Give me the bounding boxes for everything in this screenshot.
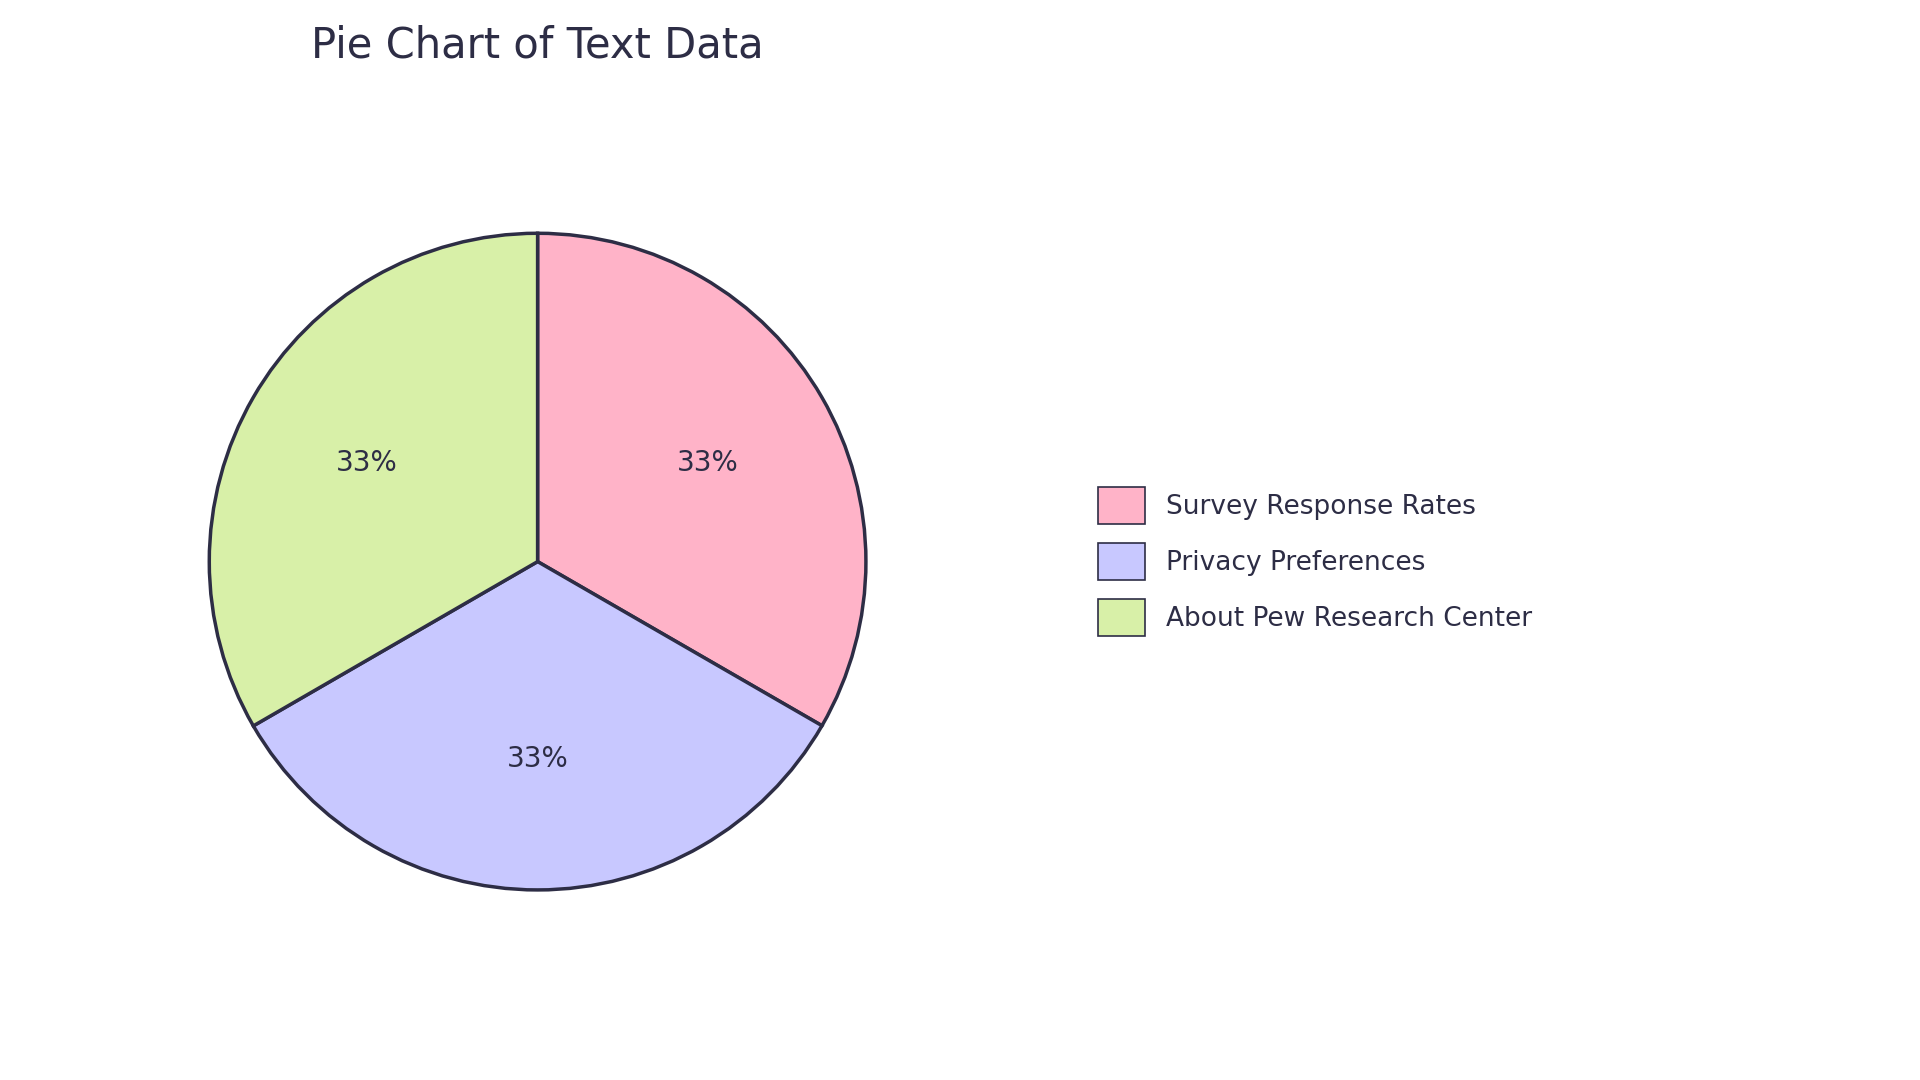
Wedge shape	[209, 233, 538, 726]
Wedge shape	[253, 562, 822, 890]
Title: Pie Chart of Text Data: Pie Chart of Text Data	[311, 25, 764, 67]
Text: 33%: 33%	[507, 744, 568, 772]
Text: 33%: 33%	[336, 449, 397, 477]
Legend: Survey Response Rates, Privacy Preferences, About Pew Research Center: Survey Response Rates, Privacy Preferenc…	[1085, 474, 1546, 649]
Text: 33%: 33%	[678, 449, 739, 477]
Wedge shape	[538, 233, 866, 726]
